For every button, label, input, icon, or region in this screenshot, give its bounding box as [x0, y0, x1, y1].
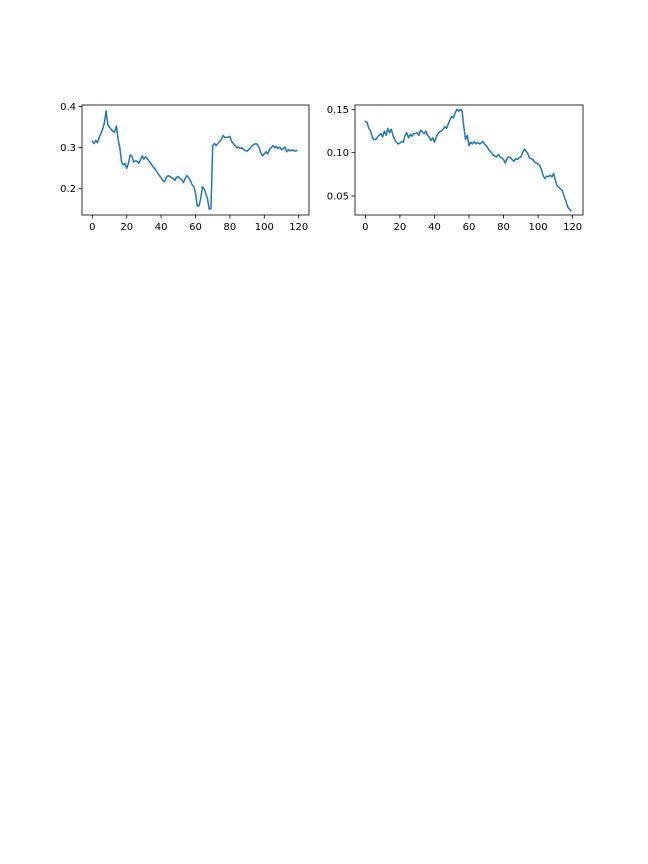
x-tick-label: 20	[394, 222, 407, 233]
x-tick-label: 0	[362, 222, 368, 233]
x-tick-label: 20	[120, 222, 133, 233]
y-tick-label: 0.4	[60, 102, 76, 113]
x-tick-label: 60	[189, 222, 202, 233]
left-line-chart: 0 20 40 60 80 100 120 0.2 0.3 0.4	[60, 102, 310, 233]
y-tick-label: 0.3	[60, 143, 76, 154]
x-tick-label: 80	[497, 222, 510, 233]
x-tick-label: 100	[529, 222, 548, 233]
right-line-chart: 0 20 40 60 80 100 120 0.05 0.10 0.15	[327, 104, 584, 233]
y-tick-label: 0.10	[327, 148, 349, 159]
y-tick-label: 0.05	[327, 191, 349, 202]
y-tick-label: 0.2	[60, 184, 76, 195]
y-tick-label: 0.15	[327, 105, 349, 116]
x-tick-label: 40	[155, 222, 168, 233]
x-tick-label: 100	[255, 222, 274, 233]
series-line-0	[91, 110, 298, 210]
x-tick-label: 120	[563, 222, 582, 233]
x-tick-label: 120	[289, 222, 308, 233]
series-line-0	[364, 108, 572, 212]
x-tick-label: 40	[428, 222, 441, 233]
x-tick-label: 0	[89, 222, 95, 233]
x-tick-label: 80	[224, 222, 237, 233]
x-tick-label: 60	[463, 222, 476, 233]
